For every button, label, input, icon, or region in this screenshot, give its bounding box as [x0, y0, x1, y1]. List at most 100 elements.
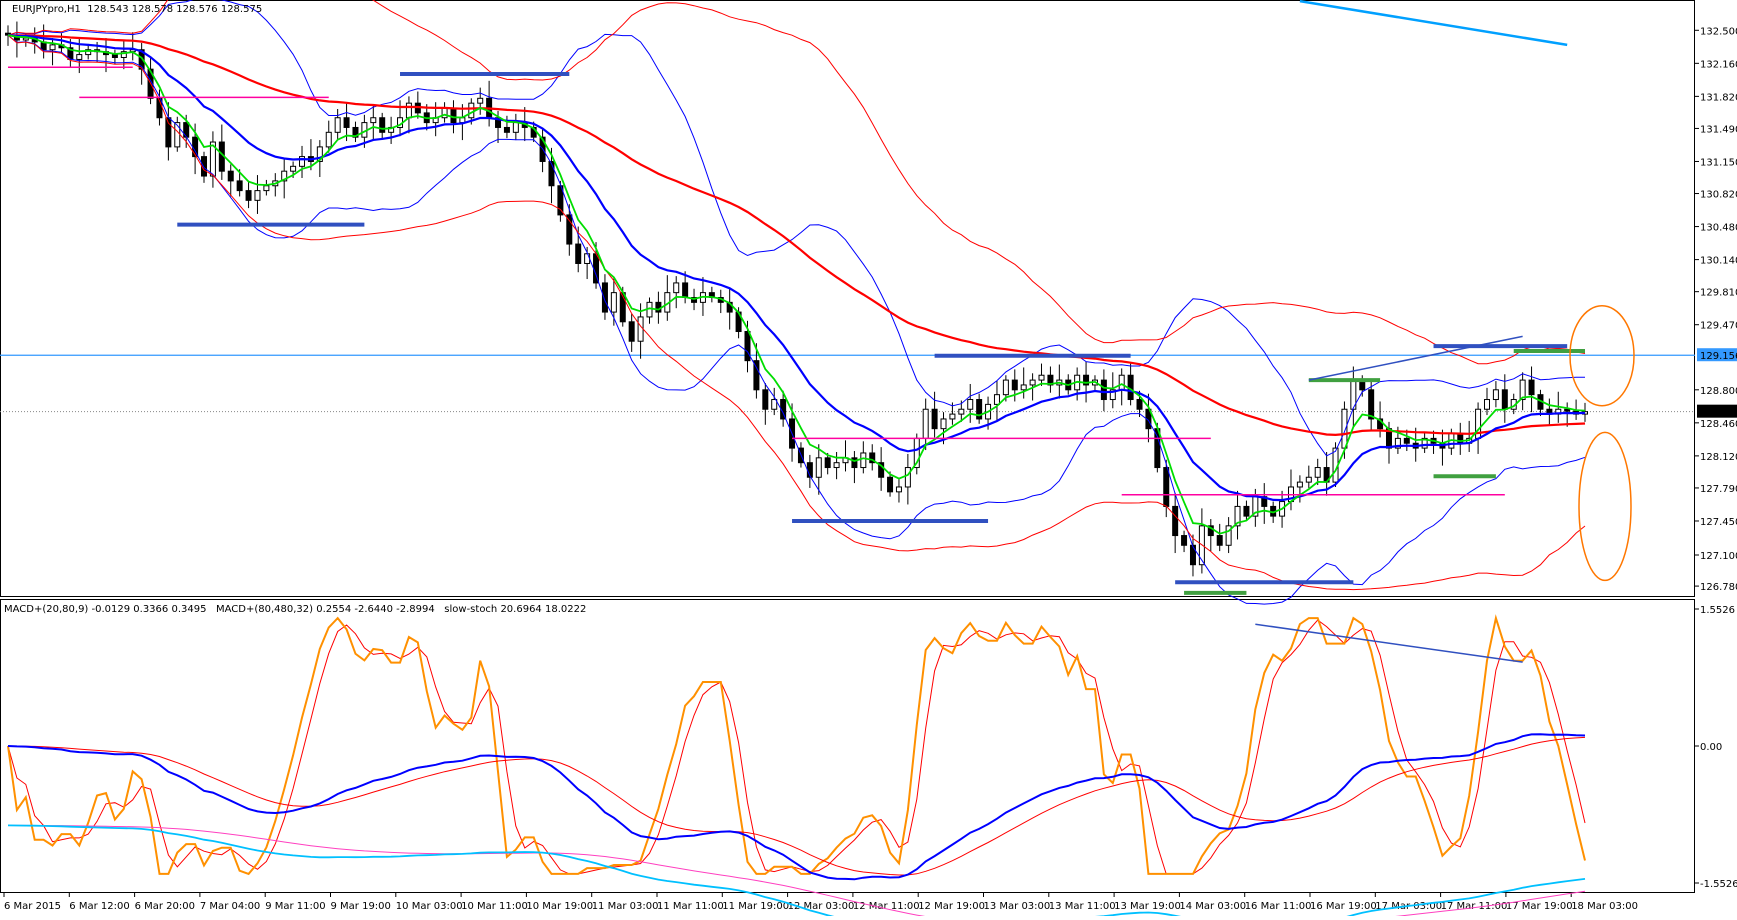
candle-body	[1038, 374, 1045, 381]
time-axis-label: 11 Mar 03:00	[592, 901, 659, 912]
candle-body	[477, 97, 484, 104]
price-tag-label: 128.575	[1700, 408, 1737, 419]
candle-body	[976, 399, 983, 420]
trend-line-cyan	[1299, 0, 1568, 47]
candle-body	[1002, 379, 1009, 396]
time-axis-label: 7 Mar 04:00	[200, 901, 260, 912]
candle-body	[771, 399, 778, 410]
candle-body	[1394, 437, 1401, 449]
price-axis-label: 128.120	[1700, 452, 1737, 463]
envelope-lower-red	[7, 34, 1586, 591]
time-axis-label: 13 Mar 03:00	[984, 901, 1051, 912]
indicator-axis-label: 1.5526	[1700, 605, 1735, 616]
indicator-axis-label: 0.00	[1700, 742, 1722, 753]
candle-body	[993, 394, 1000, 405]
candle-body	[1341, 408, 1348, 449]
candle-body	[495, 117, 502, 128]
candle-body	[637, 316, 644, 342]
candle-body	[904, 467, 911, 488]
candle-body	[744, 331, 751, 362]
candle-body	[967, 399, 974, 410]
price-axis-label: 132.160	[1700, 59, 1737, 70]
candle-body	[1100, 379, 1107, 401]
candle-body	[120, 51, 127, 58]
time-axis-label: 10 Mar 19:00	[526, 901, 593, 912]
candle-body	[1163, 467, 1170, 507]
candle-body	[85, 49, 92, 56]
candle-body	[869, 452, 876, 464]
candle-body	[610, 292, 617, 313]
candles	[5, 21, 1588, 577]
candle-body	[584, 253, 591, 264]
candle-body	[245, 190, 252, 201]
candle-body	[236, 180, 243, 192]
candle-body	[1314, 467, 1321, 478]
candle-body	[76, 54, 83, 60]
stoch-main-line	[7, 614, 1586, 876]
candle-body	[958, 408, 965, 415]
price-axis-label: 128.800	[1700, 386, 1737, 397]
candle-body	[922, 408, 929, 439]
candle-body	[860, 452, 867, 469]
candle-body	[299, 156, 306, 167]
indicator-frame	[0, 599, 1695, 893]
price-axis-label: 131.490	[1700, 124, 1737, 135]
candle-body	[254, 190, 261, 201]
price-axis-label: 127.100	[1700, 551, 1737, 562]
candle-body	[1109, 389, 1116, 401]
candle-body	[325, 131, 332, 148]
price-axis-label: 129.470	[1700, 321, 1737, 332]
candle-body	[352, 126, 359, 138]
price-axis-label: 130.140	[1700, 256, 1737, 267]
candle-body	[290, 165, 297, 172]
time-axis-label: 10 Mar 03:00	[396, 901, 463, 912]
time-axis-label: 9 Mar 11:00	[265, 901, 325, 912]
price-axis-label: 132.500	[1700, 26, 1737, 37]
macd-slow-signal	[8, 824, 1586, 920]
candle-body	[263, 185, 270, 192]
candle-body	[575, 243, 582, 264]
price-tag-bg	[1697, 348, 1737, 362]
time-axis-label: 18 Mar 03:00	[1571, 901, 1638, 912]
candle-body	[174, 122, 181, 148]
candle-body	[1403, 437, 1410, 444]
price-axis-label: 127.450	[1700, 517, 1737, 528]
price-axis-label: 127.790	[1700, 484, 1737, 495]
candle-body	[1020, 384, 1027, 391]
candle-body	[878, 462, 885, 478]
time-axis-label: 10 Mar 11:00	[461, 901, 528, 912]
ema-mid-blue	[7, 34, 1586, 502]
time-axis-label: 17 Mar 11:00	[1441, 901, 1508, 912]
price-tag-bg	[1697, 404, 1737, 418]
candle-body	[209, 141, 216, 177]
candle-body	[1483, 399, 1490, 410]
price-axis-label: 126.780	[1700, 582, 1737, 593]
candle-body	[1305, 476, 1312, 483]
time-axis-label: 11 Mar 11:00	[657, 901, 724, 912]
candle-body	[1296, 481, 1303, 488]
price-axis-label: 130.820	[1700, 190, 1737, 201]
trend-line	[1308, 335, 1523, 381]
time-axis-label: 13 Mar 11:00	[1049, 901, 1116, 912]
candle-body	[1029, 379, 1036, 386]
highlight-circle	[1578, 431, 1632, 582]
ohlc-label: 128.543 128.578 128.576 128.575	[87, 4, 263, 15]
candle-body	[949, 413, 956, 420]
candle-body	[343, 117, 350, 128]
candle-body	[405, 102, 412, 119]
candle-body	[1234, 505, 1241, 527]
candle-body	[49, 44, 56, 51]
indicator-title: MACD+(20,80,9) -0.0129 0.3366 0.3495 MAC…	[4, 604, 587, 615]
macd-slow-line	[7, 824, 1586, 920]
candle-body	[1118, 374, 1125, 391]
candle-body	[1501, 389, 1508, 410]
envelope-upper-red	[7, 0, 1586, 365]
time-axis-label: 12 Mar 11:00	[853, 901, 920, 912]
time-axis-label: 6 Mar 12:00	[69, 901, 129, 912]
highlight-circle	[1569, 305, 1635, 407]
time-axis-label: 11 Mar 19:00	[722, 901, 789, 912]
bollinger-lower-blue	[7, 34, 1586, 605]
ema-fast-green	[7, 34, 1586, 535]
